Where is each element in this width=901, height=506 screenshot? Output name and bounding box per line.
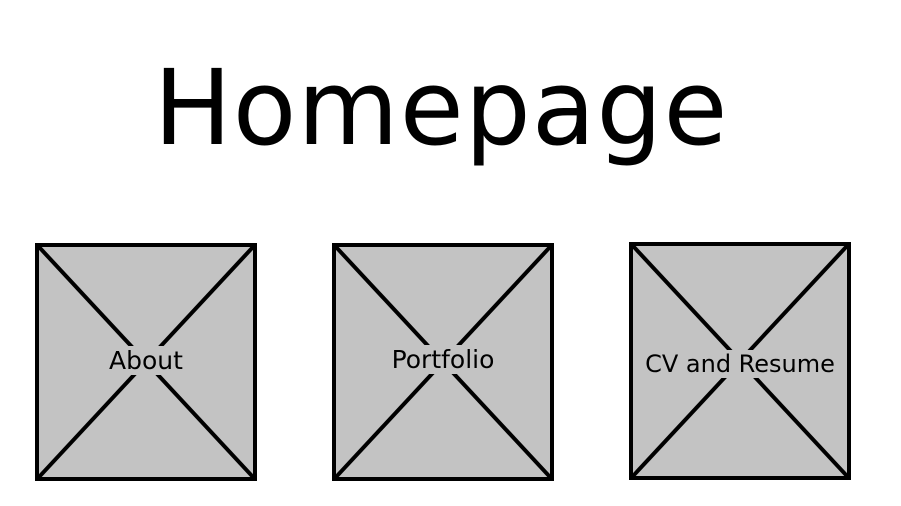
cv-and-resume-tile[interactable]: CV and Resume (629, 242, 851, 480)
page-title: Homepage (153, 47, 729, 169)
cv-and-resume-label: CV and Resume (643, 350, 837, 378)
about-tile[interactable]: About (35, 243, 257, 481)
portfolio-tile[interactable]: Portfolio (332, 243, 554, 481)
about-label: About (107, 346, 185, 375)
portfolio-label: Portfolio (389, 345, 497, 374)
